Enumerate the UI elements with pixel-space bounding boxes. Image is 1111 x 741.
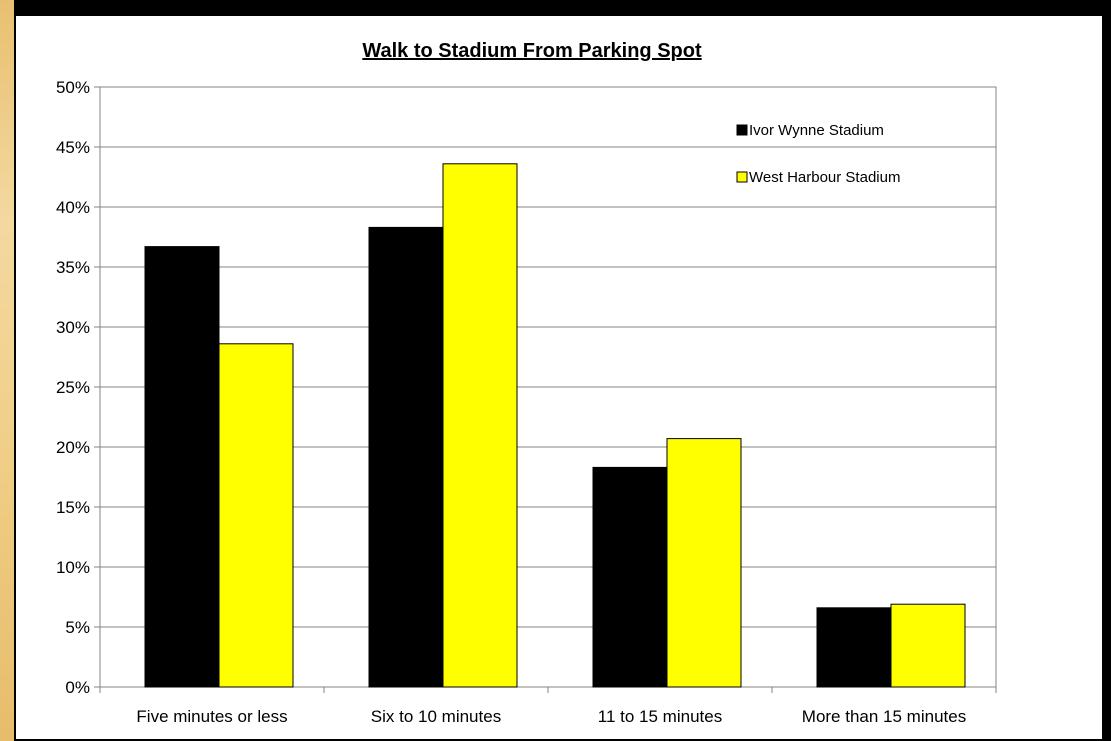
x-category-label: Five minutes or less — [136, 707, 287, 726]
y-tick-label: 25% — [56, 378, 90, 397]
bar-west-harbour — [890, 603, 966, 688]
y-tick-label: 40% — [56, 198, 90, 217]
y-tick-label: 30% — [56, 318, 90, 337]
y-tick-label: 20% — [56, 438, 90, 457]
legend-swatch — [736, 171, 748, 183]
bars — [144, 163, 966, 688]
chart-title: Walk to Stadium From Parking Spot — [362, 40, 702, 62]
bar-west-harbour — [666, 438, 742, 688]
x-category-label: More than 15 minutes — [802, 707, 966, 726]
y-tick-label: 45% — [56, 138, 90, 157]
legend-label: Ivor Wynne Stadium — [749, 122, 884, 139]
x-category-labels: Five minutes or less Six to 10 minutes 11 … — [136, 707, 966, 726]
y-tick-label: 10% — [56, 558, 90, 577]
bar-ivor-wynne — [368, 226, 444, 688]
legend: Ivor Wynne Stadium West Harbour Stadium — [736, 122, 900, 186]
bar-ivor-wynne — [592, 466, 668, 688]
legend-swatch — [736, 124, 748, 136]
y-tick-label: 35% — [56, 258, 90, 277]
legend-label: West Harbour Stadium — [749, 169, 900, 186]
bar-west-harbour — [218, 343, 294, 688]
bar-west-harbour — [442, 163, 518, 688]
x-category-label: 11 to 15 minutes — [598, 707, 722, 726]
bar-chart: Walk to Stadium From Parking Spot 0% 5% 10… — [56, 40, 997, 726]
bar-ivor-wynne — [144, 246, 220, 688]
y-tick-label: 5% — [65, 618, 90, 637]
y-tick-label: 15% — [56, 498, 90, 517]
page-background — [0, 0, 14, 741]
y-tick-labels: 0% 5% 10% 15% 20% 25% 30% 35% 40% 45% 50% — [56, 78, 90, 697]
axes — [94, 86, 997, 693]
chart-frame: Walk to Stadium From Parking Spot 0% 5% 10… — [14, 14, 1104, 741]
bar-ivor-wynne — [816, 607, 892, 688]
x-category-label: Six to 10 minutes — [371, 707, 501, 726]
y-tick-label: 50% — [56, 78, 90, 97]
y-tick-label: 0% — [65, 678, 90, 697]
